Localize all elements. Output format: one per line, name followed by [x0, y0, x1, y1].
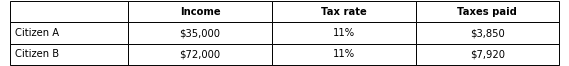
- Bar: [415, 1, 559, 22]
- Text: Taxes paid: Taxes paid: [457, 7, 517, 17]
- Text: Citizen B: Citizen B: [15, 49, 59, 59]
- Bar: [128, 1, 272, 22]
- Text: 11%: 11%: [333, 49, 355, 59]
- Text: $72,000: $72,000: [179, 49, 221, 59]
- Text: $7,920: $7,920: [469, 49, 505, 59]
- Bar: [10, 44, 128, 65]
- Bar: [128, 22, 272, 44]
- Bar: [415, 22, 559, 44]
- Text: 11%: 11%: [333, 28, 355, 38]
- Text: $35,000: $35,000: [180, 28, 221, 38]
- Bar: [415, 44, 559, 65]
- Text: Citizen A: Citizen A: [15, 28, 59, 38]
- Text: $3,850: $3,850: [470, 28, 505, 38]
- Text: Tax rate: Tax rate: [321, 7, 366, 17]
- Bar: [10, 1, 128, 22]
- Bar: [128, 44, 272, 65]
- Bar: [10, 22, 128, 44]
- Text: Income: Income: [180, 7, 220, 17]
- Bar: [272, 44, 415, 65]
- Bar: [272, 1, 415, 22]
- Bar: [272, 22, 415, 44]
